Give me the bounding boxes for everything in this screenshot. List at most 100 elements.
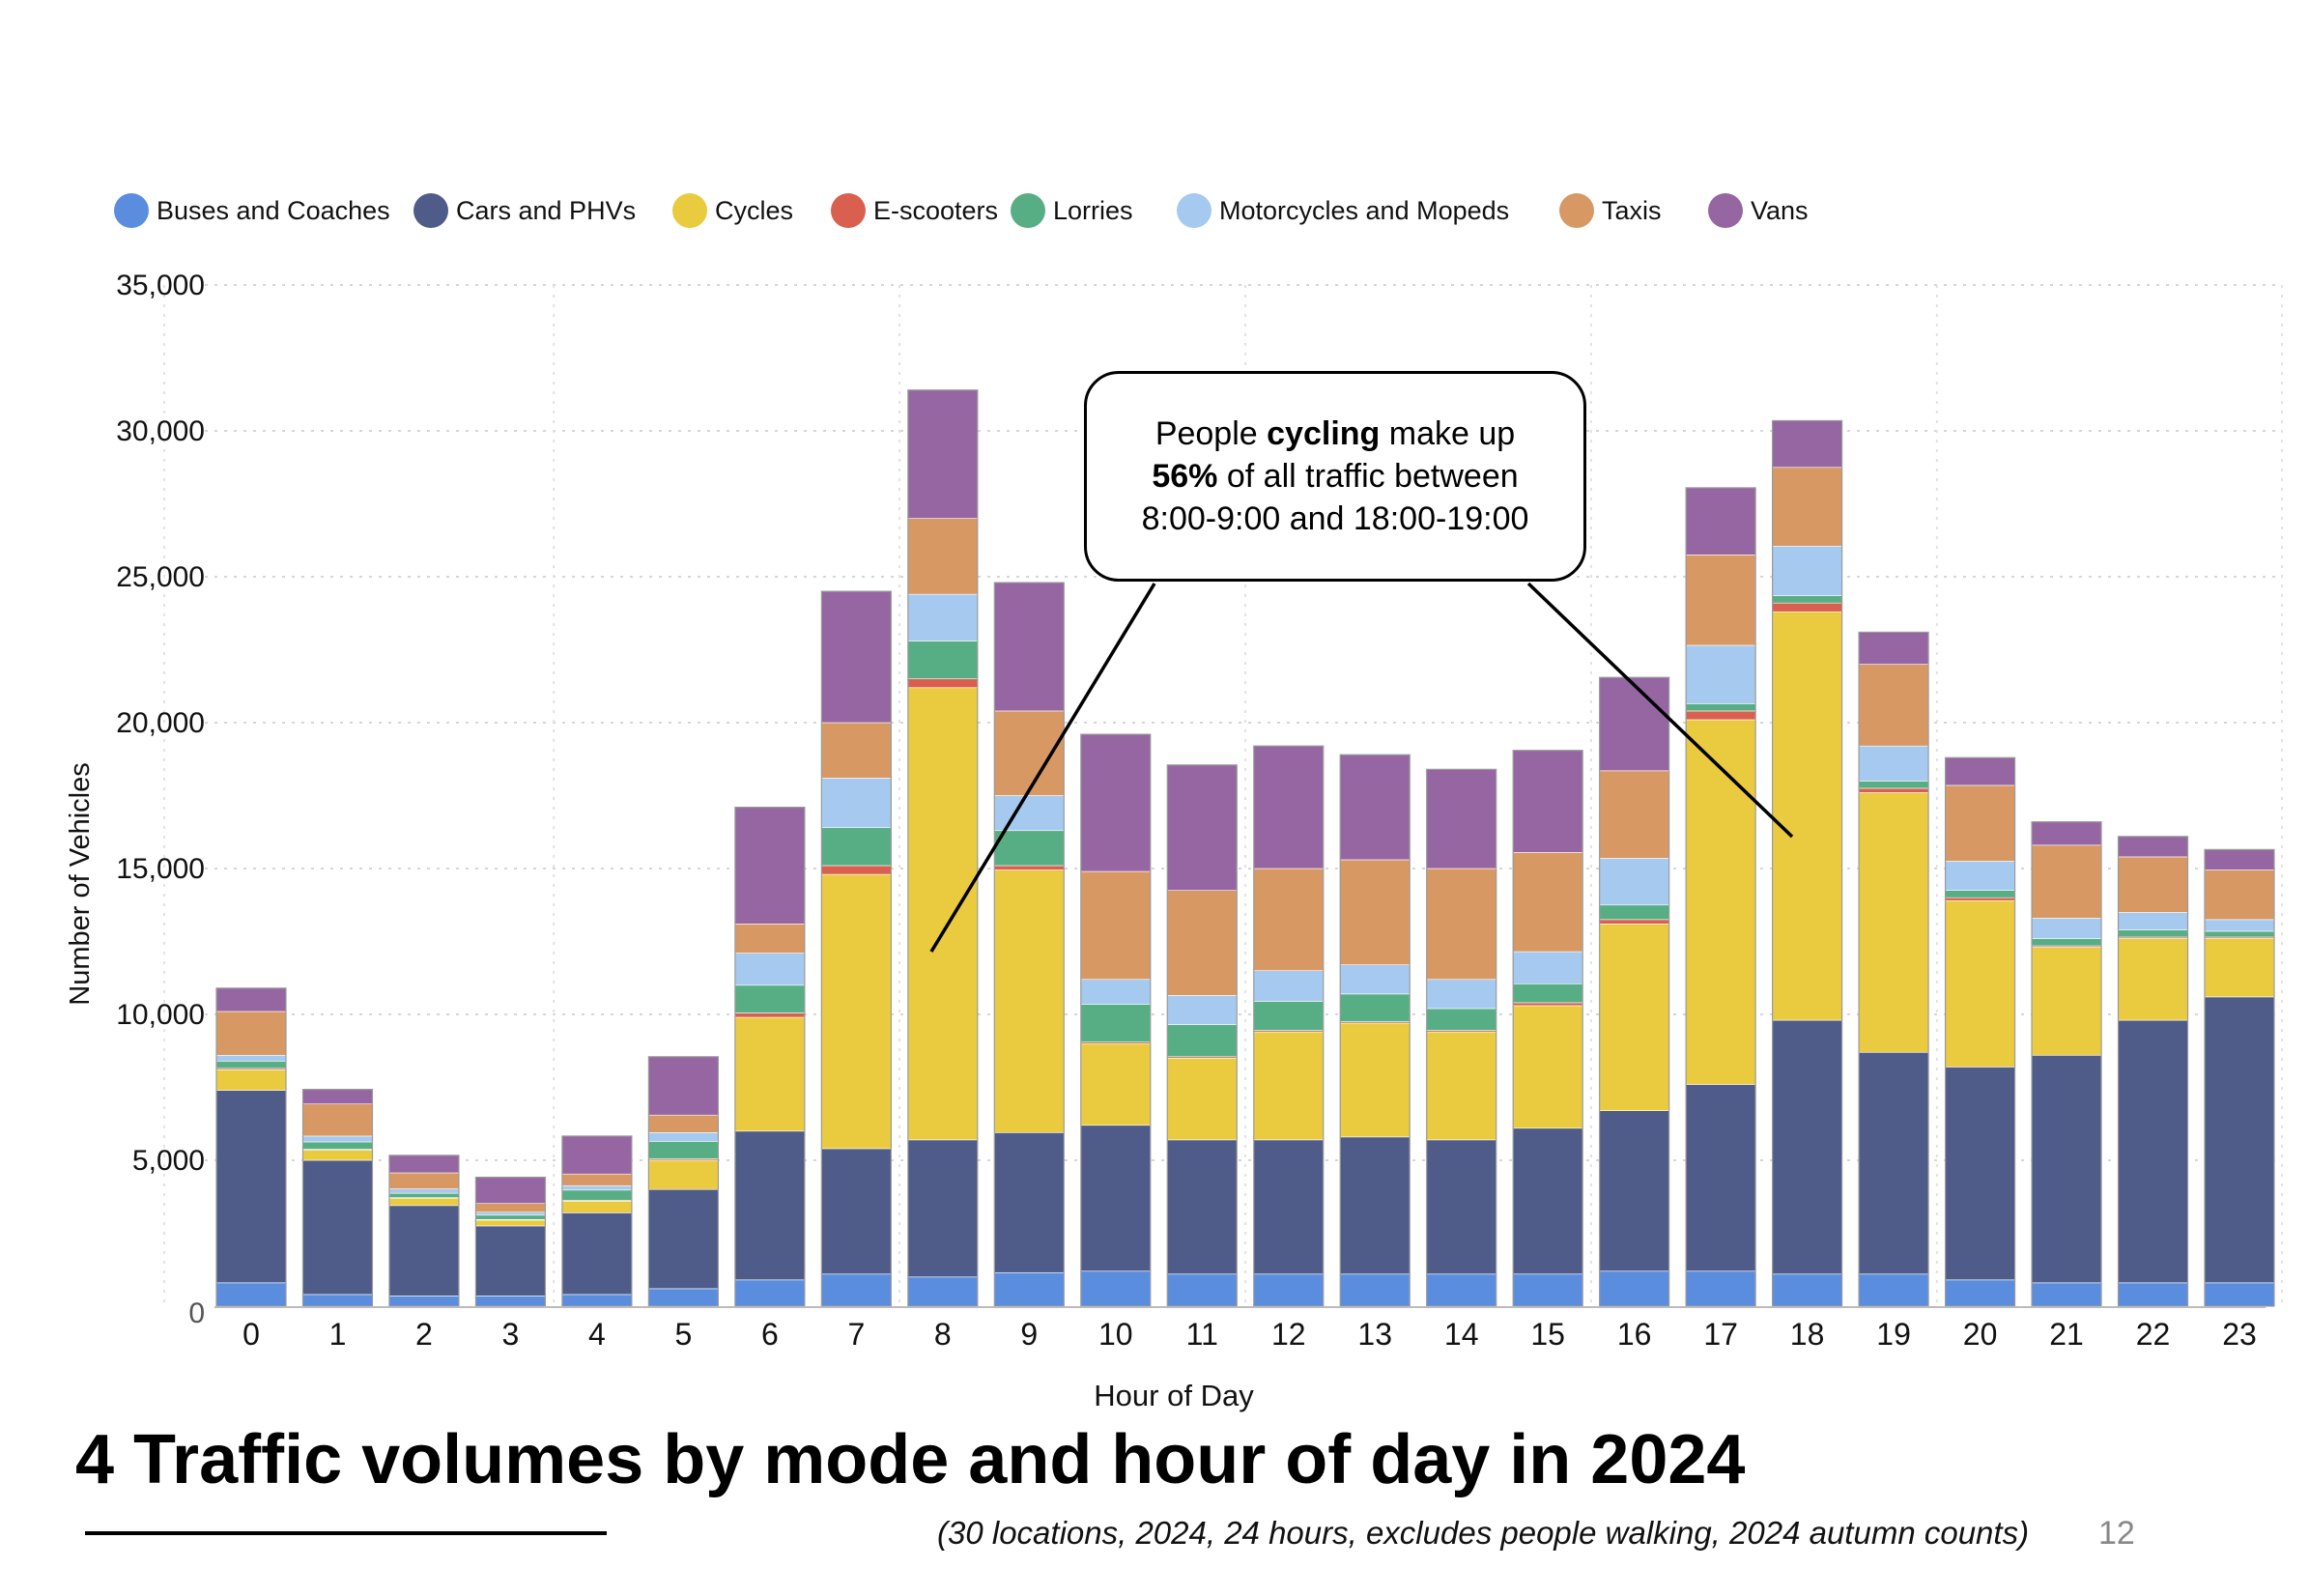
legend-item-cycles: Cycles	[672, 193, 793, 228]
x-tick-label: 2	[415, 1317, 433, 1352]
x-tick-label: 12	[1271, 1317, 1306, 1352]
bar-segment-cycles-6	[734, 1016, 806, 1132]
bar-segment-vans-1	[302, 1089, 373, 1105]
bar-segment-cars-and-phvs-8	[907, 1139, 979, 1278]
y-tick-label: 0	[188, 1297, 205, 1329]
bar-segment-lorries-21	[2031, 938, 2102, 947]
bar-segment-cars-and-phvs-5	[648, 1188, 719, 1290]
bar-segment-cycles-18	[1772, 611, 1842, 1021]
legend-swatch	[1177, 193, 1212, 228]
bar-segment-lorries-7	[821, 827, 892, 867]
bar-segment-cars-and-phvs-4	[561, 1212, 633, 1296]
bar-segment-cycles-1	[302, 1150, 373, 1161]
x-tick-label: 23	[2222, 1317, 2257, 1352]
bar-segment-e-scooters-20	[1945, 897, 2015, 901]
bar-segment-buses-and-coaches-6	[734, 1279, 806, 1307]
bar-segment-e-scooters-19	[1858, 787, 1929, 793]
legend-label: Buses and Coaches	[157, 195, 390, 225]
bar-segment-lorries-10	[1080, 1004, 1152, 1042]
y-axis-label: Number of Vehicles	[65, 762, 96, 1005]
legend-swatch	[1708, 193, 1743, 228]
bar-segment-cycles-23	[2204, 938, 2275, 998]
bar-segment-motorcycles-and-mopeds-11	[1166, 995, 1238, 1025]
bar-segment-cars-and-phvs-15	[1512, 1127, 1583, 1275]
bar-segment-buses-and-coaches-23	[2204, 1282, 2275, 1307]
bar-segment-cars-and-phvs-6	[734, 1130, 806, 1281]
bar-segment-cycles-3	[475, 1219, 546, 1227]
bar-segment-vans-18	[1772, 420, 1842, 469]
legend-item-buses-and-coaches: Buses and Coaches	[114, 193, 390, 228]
bar-segment-lorries-1	[302, 1141, 373, 1150]
bar-segment-lorries-23	[2204, 930, 2275, 938]
bar-segment-buses-and-coaches-8	[907, 1276, 979, 1307]
bar-segment-cycles-20	[1945, 899, 2015, 1068]
bar-segment-e-scooters-17	[1685, 710, 1756, 721]
bar-segment-taxis-10	[1080, 870, 1152, 981]
x-tick-label: 0	[242, 1317, 260, 1352]
bar-segment-cars-and-phvs-21	[2031, 1054, 2102, 1284]
bar-segment-motorcycles-and-mopeds-10	[1080, 979, 1152, 1005]
bar-segment-buses-and-coaches-12	[1253, 1273, 1325, 1307]
bar-segment-taxis-2	[388, 1172, 460, 1189]
bar-segment-cycles-7	[821, 873, 892, 1150]
bar-segment-cycles-0	[215, 1069, 287, 1091]
bar-segment-cycles-10	[1080, 1042, 1152, 1126]
title-underline	[85, 1531, 607, 1535]
bar-segment-buses-and-coaches-21	[2031, 1282, 2102, 1307]
bar-segment-cycles-14	[1426, 1031, 1497, 1141]
bar-segment-motorcycles-and-mopeds-21	[2031, 918, 2102, 939]
bar-segment-buses-and-coaches-18	[1772, 1273, 1842, 1307]
bar-segment-taxis-21	[2031, 844, 2102, 919]
callout-line-1: People cycling make up	[1155, 413, 1515, 455]
bar-segment-lorries-19	[1858, 781, 1929, 789]
bar-segment-vans-16	[1599, 676, 1669, 772]
legend-swatch	[831, 193, 866, 228]
bar-segment-cycles-15	[1512, 1005, 1583, 1129]
x-tick-label: 22	[2136, 1317, 2171, 1352]
bar-segment-vans-11	[1166, 764, 1238, 891]
bar-segment-lorries-18	[1772, 595, 1842, 604]
bar-segment-cars-and-phvs-10	[1080, 1125, 1152, 1272]
bar-segment-lorries-9	[994, 830, 1065, 867]
bar-segment-lorries-20	[1945, 890, 2015, 898]
bar-segment-motorcycles-and-mopeds-17	[1685, 644, 1756, 704]
bar-segment-cars-and-phvs-11	[1166, 1139, 1238, 1275]
bar-segment-lorries-11	[1166, 1024, 1238, 1058]
bar-segment-e-scooters-9	[994, 865, 1065, 870]
bar-segment-motorcycles-and-mopeds-12	[1253, 970, 1325, 1002]
bar-segment-vans-20	[1945, 756, 2015, 786]
bar-segment-taxis-23	[2204, 869, 2275, 921]
bar-segment-vans-19	[1858, 632, 1929, 665]
bar-segment-buses-and-coaches-3	[475, 1296, 546, 1307]
x-tick-label: 16	[1617, 1317, 1652, 1352]
y-tick-label: 25,000	[116, 561, 205, 593]
bar-segment-lorries-2	[388, 1192, 460, 1198]
bar-segment-taxis-8	[907, 518, 979, 595]
bar-segment-cars-and-phvs-14	[1426, 1139, 1497, 1275]
bar-segment-taxis-14	[1426, 868, 1497, 981]
bar-segment-cycles-12	[1253, 1031, 1325, 1141]
bar-segment-taxis-22	[2118, 856, 2188, 913]
bar-segment-buses-and-coaches-1	[302, 1294, 373, 1307]
bar-segment-lorries-17	[1685, 703, 1756, 712]
bar-segment-vans-22	[2118, 836, 2188, 858]
bar-segment-motorcycles-and-mopeds-0	[215, 1054, 287, 1062]
bar-segment-lorries-5	[648, 1141, 719, 1159]
bar-segment-e-scooters-15	[1512, 1002, 1583, 1007]
x-tick-label: 14	[1444, 1317, 1479, 1352]
bar-segment-motorcycles-and-mopeds-14	[1426, 979, 1497, 1010]
bar-segment-taxis-0	[215, 1011, 287, 1056]
bar-segment-lorries-0	[215, 1061, 287, 1069]
callout-pointers	[929, 582, 1794, 953]
bar-segment-taxis-12	[1253, 868, 1325, 971]
legend-swatch	[114, 193, 149, 228]
callout-pointer-8	[929, 583, 1156, 953]
slide-subtitle: (30 locations, 2024, 24 hours, excludes …	[937, 1515, 2030, 1551]
bar-segment-buses-and-coaches-15	[1512, 1273, 1583, 1307]
bar-segment-motorcycles-and-mopeds-4	[561, 1184, 633, 1191]
bar-segment-vans-5	[648, 1056, 719, 1116]
bar-segment-motorcycles-and-mopeds-20	[1945, 861, 2015, 891]
bar-segment-taxis-17	[1685, 555, 1756, 646]
bar-segment-cycles-5	[648, 1159, 719, 1190]
bar-segment-vans-10	[1080, 733, 1152, 872]
